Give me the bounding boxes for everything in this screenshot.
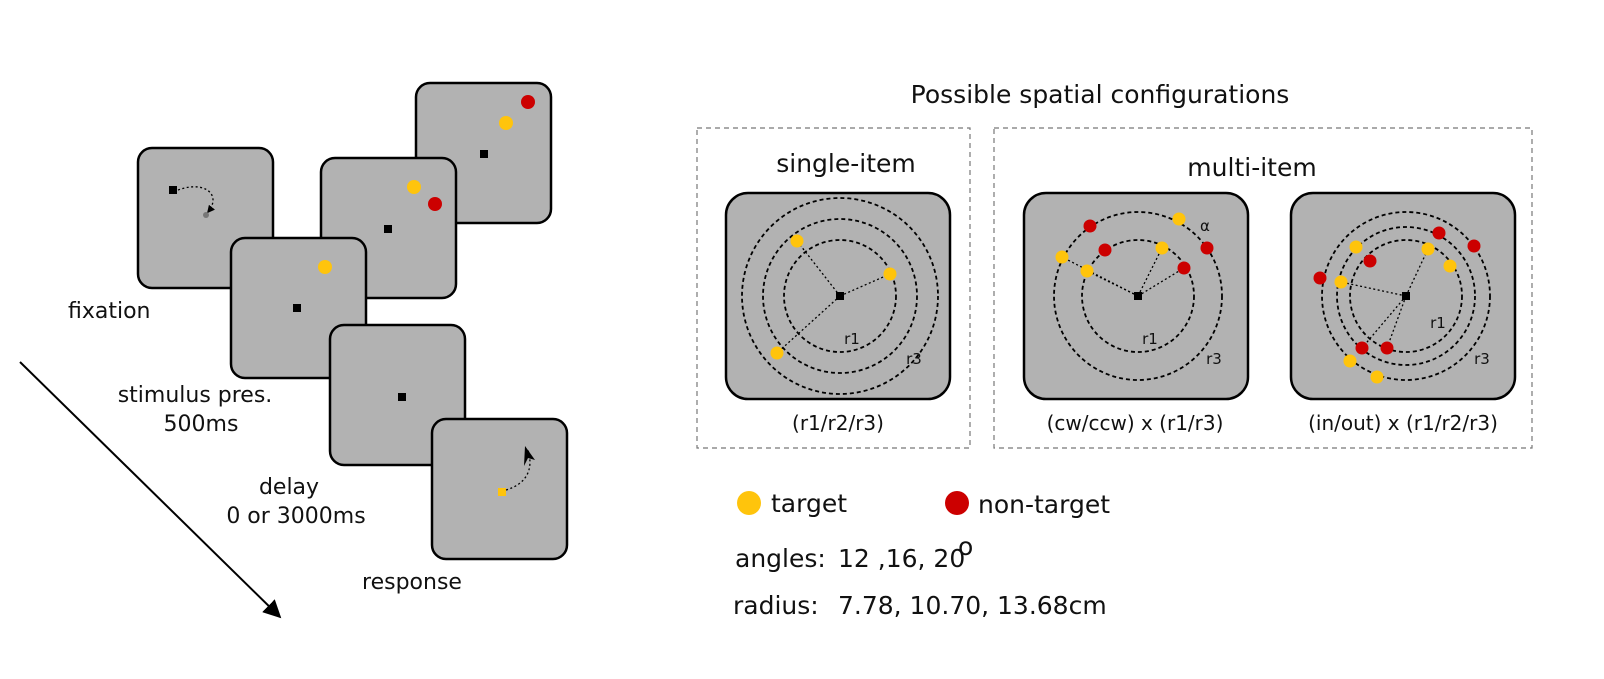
target-dot: [1172, 212, 1186, 226]
non-target-dot: [1432, 226, 1446, 240]
target-dot: [1443, 259, 1457, 273]
non-target-legend-label: non-target: [978, 490, 1110, 519]
single-item-panel: r1 r3: [724, 191, 952, 401]
non-target-dot: [1467, 239, 1481, 253]
multi-item-title: multi-item: [1187, 153, 1316, 182]
screen-response: [430, 417, 569, 561]
multi-item-inout-panel: r1 r3: [1289, 191, 1517, 401]
non-target-dot: [1098, 243, 1112, 257]
target-dot: [883, 267, 897, 281]
angles-degree: o: [958, 532, 973, 561]
time-arrow: [19, 361, 282, 619]
target-dot: [1334, 275, 1348, 289]
target-dot: [1370, 370, 1384, 384]
fixation-square: [1134, 292, 1142, 300]
r3-label: r3: [906, 350, 922, 368]
fixation-square: [1402, 292, 1410, 300]
r3-label: r3: [1474, 350, 1490, 368]
non-target-dot: [1200, 241, 1214, 255]
non-target-legend-dot: [945, 491, 969, 515]
non-target-dot: [1380, 341, 1394, 355]
multi-inout-caption: (in/out) x (r1/r2/r3): [1308, 411, 1498, 435]
fixation-square: [384, 225, 392, 233]
cursor-icon: [524, 446, 535, 466]
fixation-square: [836, 292, 844, 300]
fixation-square: [293, 304, 301, 312]
target-dot: [770, 346, 784, 360]
angles-value: 12 ,16, 20: [838, 544, 965, 573]
target-dot: [499, 116, 513, 130]
trial-timeline: fixation stimulus pres. 500ms delay 0 or…: [19, 81, 569, 619]
target-dot: [318, 260, 332, 274]
non-target-dot: [521, 95, 535, 109]
non-target-dot: [1363, 254, 1377, 268]
target-dot: [1155, 241, 1169, 255]
target-legend-dot: [737, 491, 761, 515]
response-square: [498, 488, 506, 496]
response-label: response: [362, 570, 462, 595]
radius-label: radius:: [733, 591, 819, 620]
radius-value: 7.78, 10.70, 13.68cm: [838, 591, 1107, 620]
target-dot: [1080, 264, 1094, 278]
multi-item-cw-panel: α r1 r3: [1022, 191, 1250, 401]
multi-item-box: [993, 127, 1533, 449]
saccade-path: [177, 186, 215, 214]
response-path: [505, 449, 531, 491]
non-target-dot: [1313, 271, 1327, 285]
target-dot: [1343, 354, 1357, 368]
target-dot: [1421, 242, 1435, 256]
spatial-configurations: Possible spatial configurations single-i…: [696, 80, 1533, 449]
delay-label: delay: [259, 475, 319, 500]
target-legend-label: target: [771, 489, 847, 518]
delay-duration-label: 0 or 3000ms: [226, 504, 365, 529]
target-dot: [407, 180, 421, 194]
r1-label: r1: [1142, 330, 1158, 348]
non-target-dot: [1177, 261, 1191, 275]
configurations-title: Possible spatial configurations: [911, 80, 1290, 109]
fixation-square: [398, 393, 406, 401]
gaze-dot: [203, 212, 209, 218]
angles-label: angles:: [735, 544, 826, 573]
stimulus-label: stimulus pres.: [118, 383, 273, 408]
fixation-square: [480, 150, 488, 158]
alpha-label: α: [1200, 217, 1210, 235]
non-target-dot: [1355, 341, 1369, 355]
non-target-dot: [1083, 219, 1097, 233]
r3-label: r3: [1206, 350, 1222, 368]
r1-label: r1: [844, 330, 860, 348]
target-dot: [790, 234, 804, 248]
single-item-box: [696, 127, 971, 449]
fixation-square: [169, 186, 177, 194]
target-dot: [1055, 250, 1069, 264]
multi-cw-caption: (cw/ccw) x (r1/r3): [1047, 411, 1224, 435]
non-target-dot: [428, 197, 442, 211]
single-item-title: single-item: [776, 149, 916, 178]
stimulus-duration-label: 500ms: [164, 412, 239, 437]
target-dot: [1349, 240, 1363, 254]
r1-label: r1: [1430, 314, 1446, 332]
fixation-label: fixation: [68, 299, 151, 324]
single-item-caption: (r1/r2/r3): [792, 411, 884, 435]
legend: target non-target angles: 12 ,16, 20 o r…: [733, 489, 1110, 620]
